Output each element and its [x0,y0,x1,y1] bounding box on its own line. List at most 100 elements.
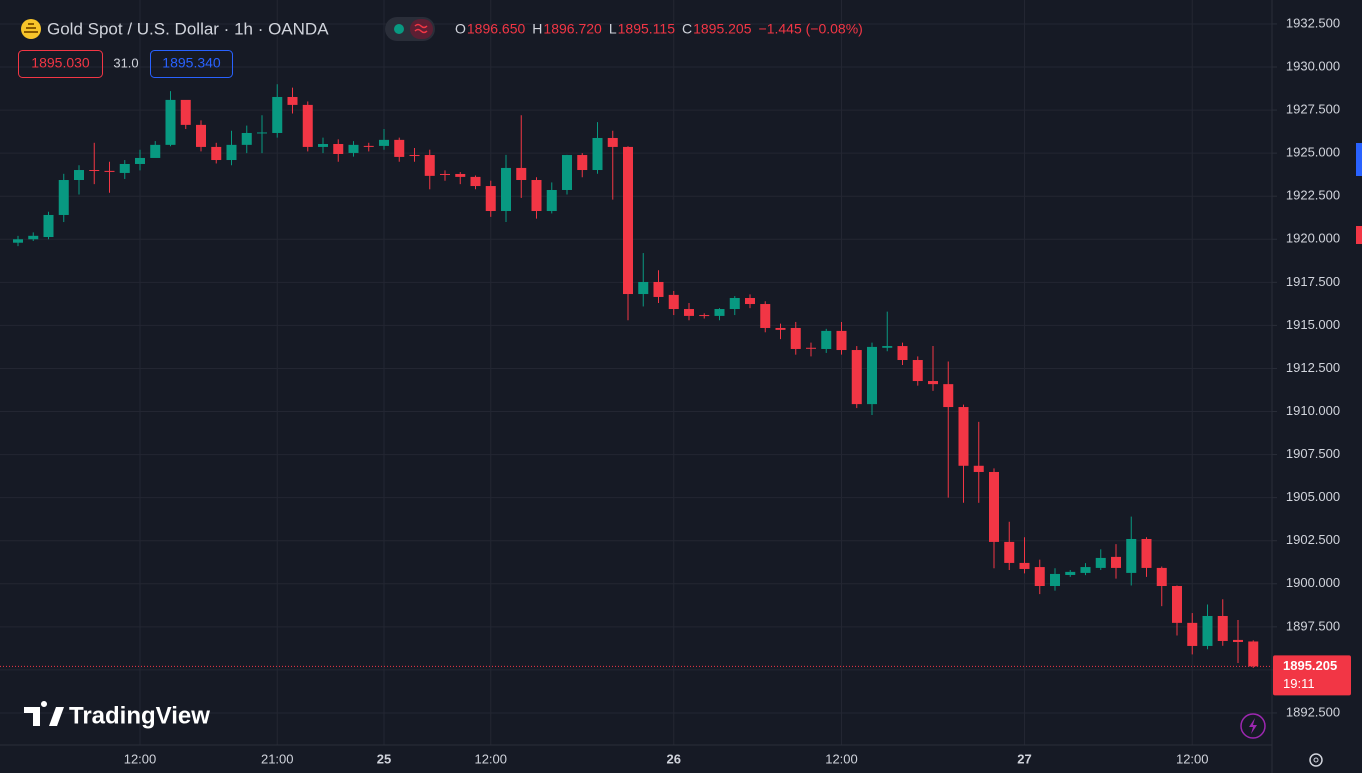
candle-body [546,189,557,212]
candle-body [379,139,389,146]
ask-box[interactable] [150,50,233,78]
candle-body [501,167,511,212]
candle-body [1248,641,1259,667]
candles [13,84,1259,668]
y-tick-label: 1915.000 [1286,317,1340,332]
y-tick-label: 1932.500 [1286,15,1340,30]
x-tick-label: 12:00 [1176,751,1209,766]
candle-body [196,124,206,147]
candle-body [485,186,496,212]
candle-body [287,96,298,105]
candle-body [638,281,649,295]
bid: 1895.030 [31,55,90,71]
candle-body [424,155,435,176]
candle-body [409,155,420,157]
candle-body [699,315,710,317]
candle-body [806,347,816,349]
candle-body [1065,571,1076,575]
ohlc-legend: O 1896.650 H 1896.720 L 1895.115 C 1895.205 −1.4… [455,21,863,37]
candle-body [43,214,54,238]
candle-body [867,346,877,405]
candle-body [165,99,176,145]
grid [0,0,1272,745]
candle-body [912,360,923,382]
legend-value: 1896.650 [467,21,526,37]
lightning-icon [1249,718,1257,734]
candle-body [318,144,328,147]
y-tick-label: 1910.000 [1286,403,1340,418]
price-tag [1273,655,1351,696]
bid-box[interactable] [18,50,103,78]
y-tick-label: 1900.000 [1286,575,1340,590]
candle-body [1095,557,1106,568]
candle-body [1019,562,1030,569]
candle-body [180,99,191,125]
x-tick-label: 25 [377,751,391,766]
candle-body [943,384,954,408]
candle-body [348,144,359,153]
candle-body [150,144,161,158]
candle-body [989,471,999,542]
legend-key: O [455,21,466,37]
x-tick-label: 27 [1017,751,1031,766]
candle-body [897,346,908,361]
legend-value: 1896.720 [543,21,602,37]
candle-body [714,309,725,316]
candle-body [729,298,740,310]
candle-body [775,327,786,330]
candle-body [562,155,572,190]
legend-key: H [532,21,542,37]
candle-body [577,155,588,171]
ask: 1895.340 [162,55,221,71]
candle-body [531,180,542,212]
y-tick-label: 1920.000 [1286,231,1340,246]
y-tick-label: 1892.500 [1286,704,1340,719]
candle-body [623,146,633,295]
candle-body [836,330,847,351]
candle-body [135,157,145,164]
spread: 31.0 [113,55,138,70]
edge-marker [1356,226,1362,244]
candle-body [89,170,100,172]
edge-marker [1356,143,1362,176]
candle-body [1217,615,1228,641]
legend-key: L [609,21,617,37]
candle-body [363,145,374,147]
candle-body [28,235,39,240]
candle-body [958,407,969,466]
candle-body [1187,622,1198,646]
lightning-button[interactable] [1240,713,1266,739]
y-tick-label: 1902.500 [1286,532,1340,547]
candle-body [760,304,771,328]
candle-body [821,330,832,349]
x-tick-label: 21:00 [261,751,294,766]
y-tick-label: 1905.000 [1286,489,1340,504]
wave-icon [414,23,428,34]
y-tick-label: 1922.500 [1286,188,1340,203]
candle-body [470,176,481,187]
candle-body [241,132,252,145]
price-tag-countdown: 19:11 [1283,676,1315,691]
candle-body [668,294,679,310]
candle-body [851,350,862,405]
candle-body [1004,541,1015,563]
legend-key: C [682,21,692,37]
x-tick-label: 12:00 [825,751,858,766]
y-tick-label: 1925.000 [1286,145,1340,160]
candle-body [1202,615,1213,646]
candle-body [790,327,801,349]
candle-body [592,137,603,171]
brand-name: TradingView [69,702,210,729]
x-tick-label: 12:00 [124,751,157,766]
candle-body [1156,567,1167,587]
settings-button[interactable] [1309,753,1323,767]
candle-body [58,180,69,215]
candle-body [882,346,893,348]
legend-change: −1.445 (−0.08%) [759,21,863,37]
candle-body [928,381,938,385]
status-dot [394,24,404,34]
candle-body [257,132,267,134]
candle-body [1050,573,1060,587]
